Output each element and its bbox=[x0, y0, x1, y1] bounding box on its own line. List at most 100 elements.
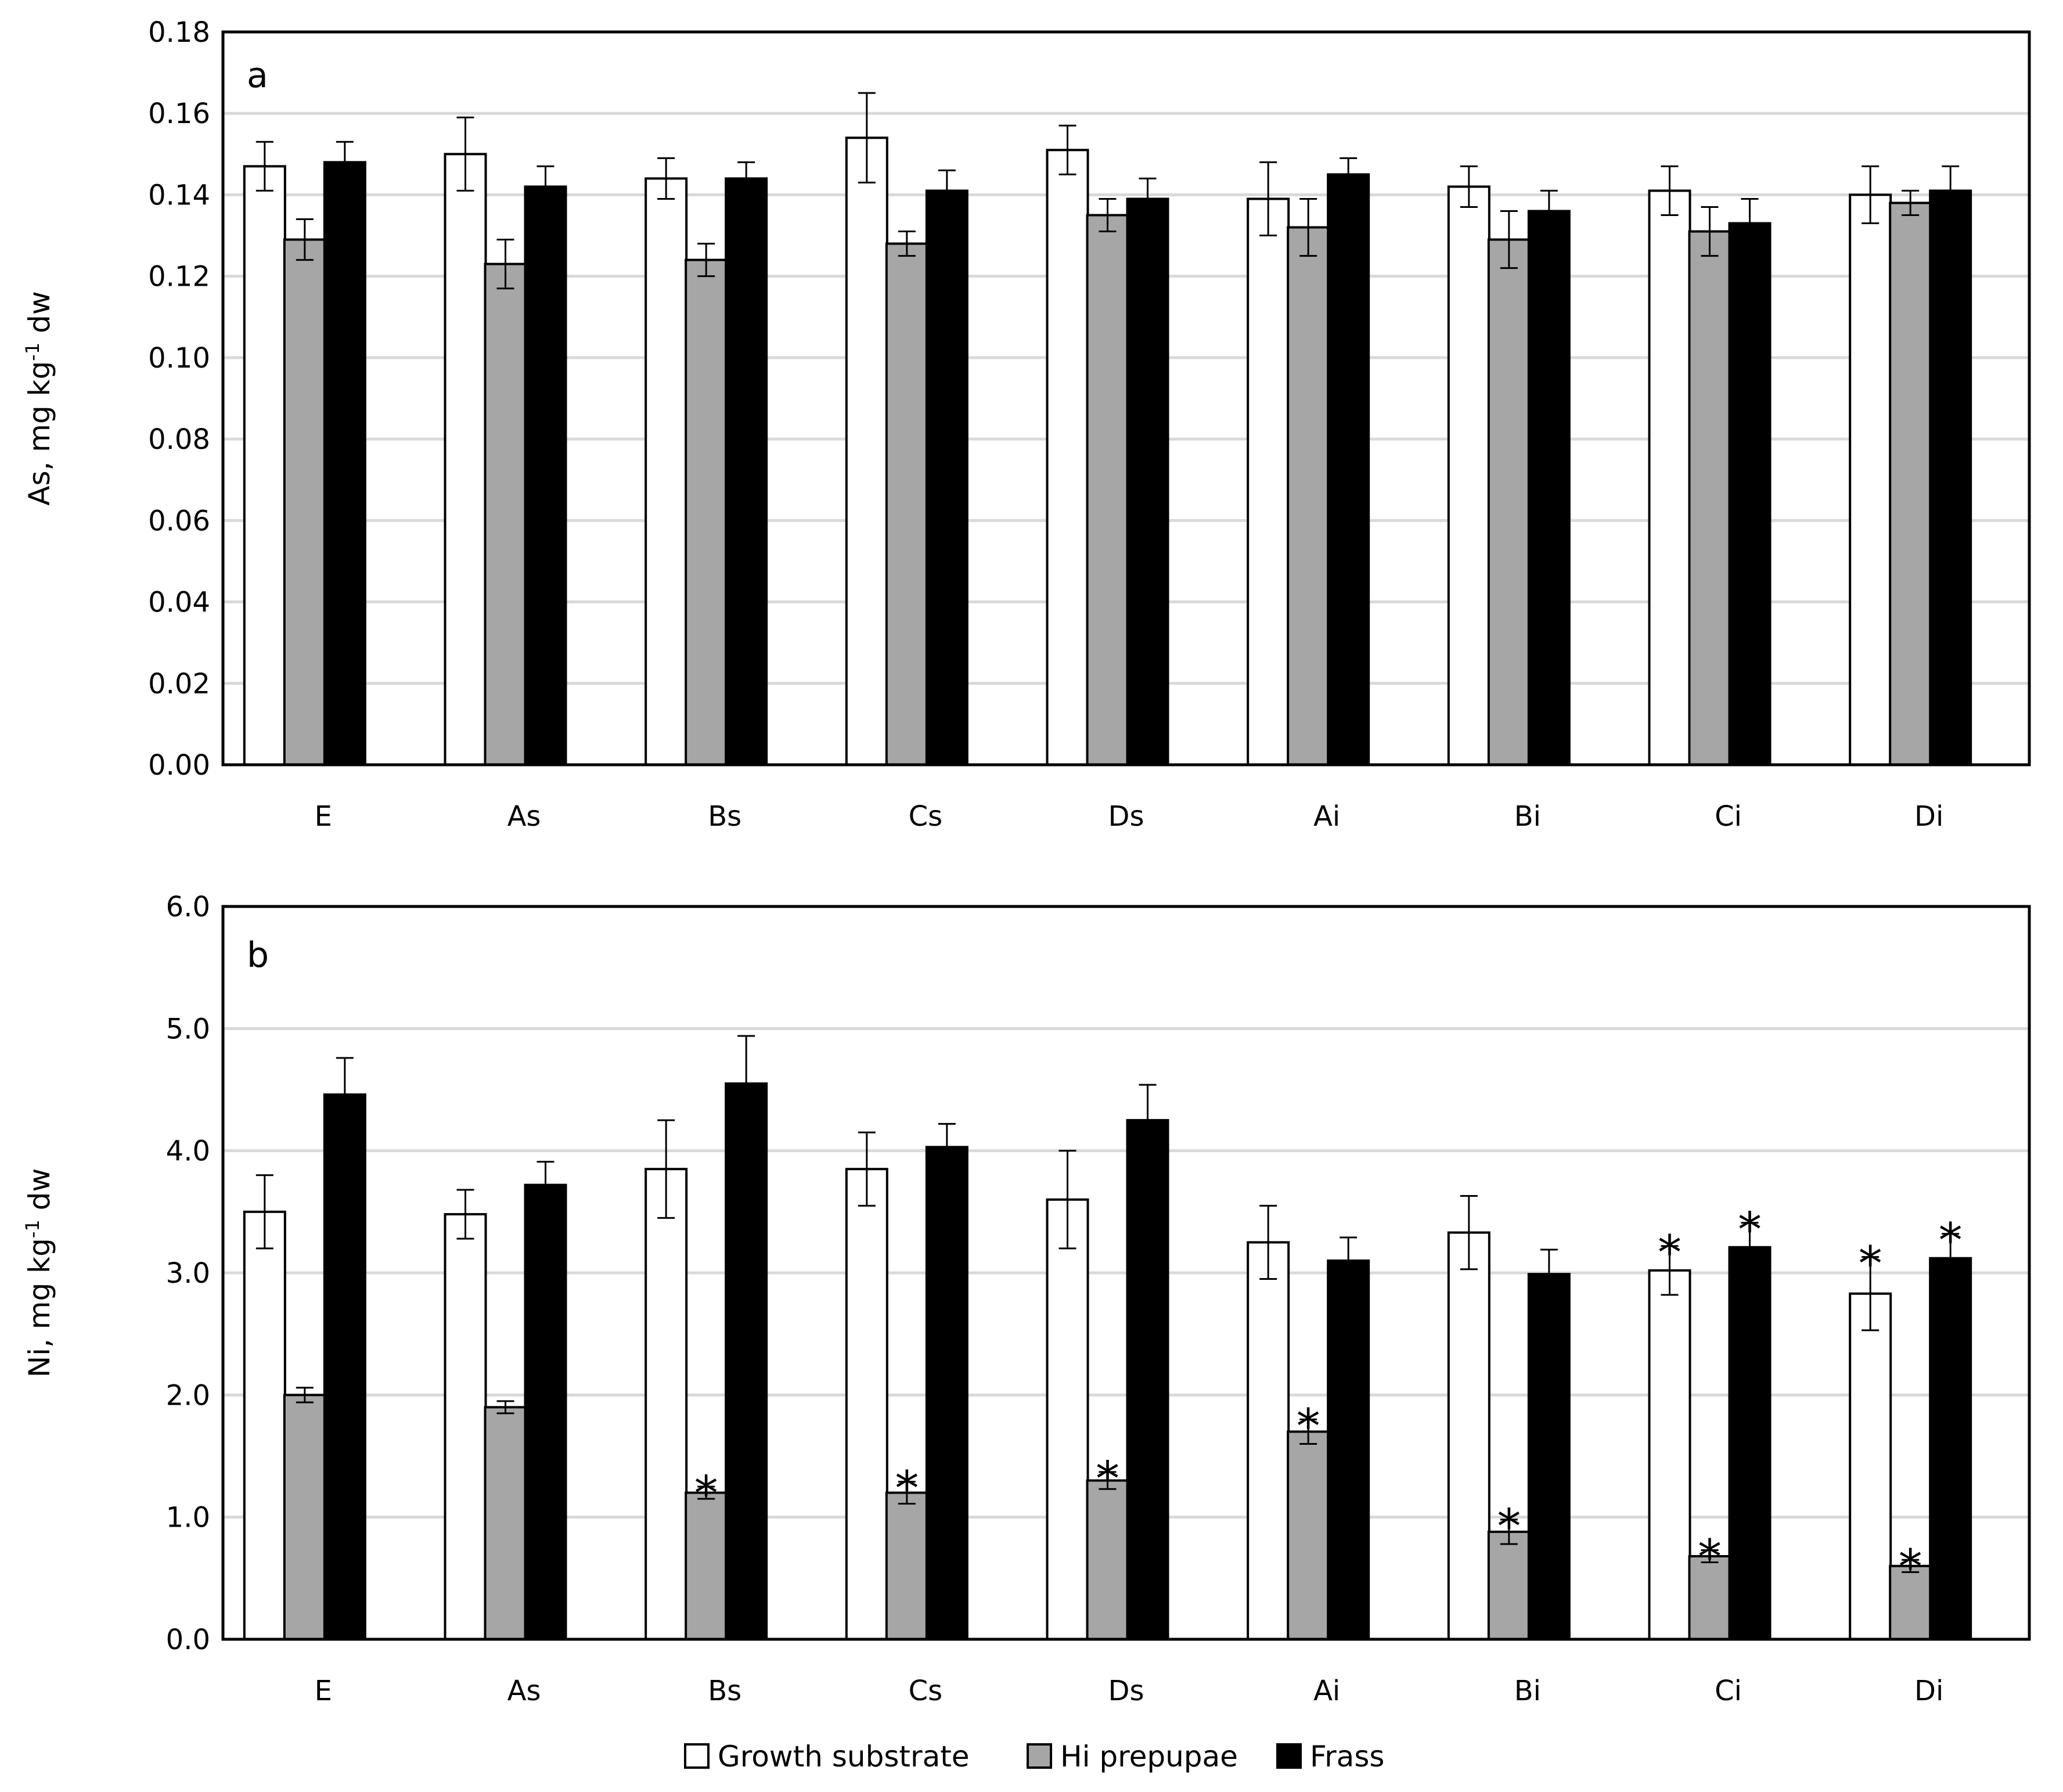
y-tick-label: 0.08 bbox=[148, 423, 210, 456]
bar-growth-substrate bbox=[243, 1210, 286, 1640]
bar-hi-prepupae bbox=[885, 242, 928, 767]
y-tick-label: 0.02 bbox=[148, 668, 210, 700]
y-tick-label: 0.10 bbox=[148, 342, 210, 375]
y-tick-label: 0.00 bbox=[148, 749, 210, 782]
y-tick-label: 0.06 bbox=[148, 505, 210, 537]
bar-frass bbox=[925, 189, 969, 766]
x-tick-label: E bbox=[315, 1675, 332, 1707]
significance-star: * bbox=[1738, 1203, 1762, 1258]
y-tick-label: 1.0 bbox=[166, 1502, 210, 1534]
bar-growth-substrate bbox=[1247, 197, 1290, 766]
bar-growth-substrate bbox=[1849, 193, 1892, 766]
x-tick-label: Ds bbox=[1108, 1675, 1144, 1707]
bar-hi-prepupae bbox=[685, 258, 728, 767]
legend-label: Frass bbox=[1310, 1740, 1384, 1773]
x-tick-label: Ai bbox=[1313, 800, 1340, 833]
bar-growth-substrate bbox=[845, 136, 888, 766]
y-tick-label: 5.0 bbox=[166, 1013, 210, 1045]
x-tick-label: Ai bbox=[1313, 1675, 1340, 1707]
bar-growth-substrate bbox=[1447, 185, 1490, 766]
panel-label: b bbox=[247, 935, 269, 976]
bar-hi-prepupae bbox=[1287, 1430, 1330, 1641]
legend: Growth substrate Hi prepupae Frass bbox=[684, 1740, 1384, 1773]
x-tick-label: Ds bbox=[1108, 800, 1144, 833]
legend-label: Growth substrate bbox=[718, 1740, 970, 1773]
bar-frass bbox=[1327, 173, 1370, 766]
x-tick-label: Bi bbox=[1514, 1675, 1541, 1707]
x-tick-label: Bs bbox=[708, 800, 741, 833]
bar-hi-prepupae bbox=[685, 1491, 728, 1641]
bar-frass bbox=[323, 1093, 366, 1640]
bar-growth-substrate bbox=[1849, 1292, 1892, 1640]
x-tick-label: As bbox=[507, 800, 541, 833]
panel-label: a bbox=[247, 55, 268, 96]
y-tick-label: 0.14 bbox=[148, 179, 210, 211]
bar-growth-substrate bbox=[1046, 149, 1089, 766]
bar-growth-substrate bbox=[845, 1168, 888, 1640]
bar-frass bbox=[1327, 1259, 1370, 1640]
significance-star: * bbox=[1899, 1539, 1922, 1595]
significance-star: * bbox=[1497, 1499, 1521, 1554]
bar-hi-prepupae bbox=[283, 1394, 326, 1640]
bar-growth-substrate bbox=[243, 165, 286, 766]
significance-star: * bbox=[1096, 1452, 1119, 1507]
y-axis-title-main: Ni, mg kg bbox=[23, 1238, 56, 1377]
bar-hi-prepupae bbox=[1487, 238, 1531, 767]
bar-growth-substrate bbox=[645, 177, 688, 766]
bar-growth-substrate bbox=[1447, 1231, 1490, 1641]
y-tick-label: 0.12 bbox=[148, 261, 210, 293]
bar-hi-prepupae bbox=[1889, 201, 1932, 766]
bar-growth-substrate bbox=[1046, 1198, 1089, 1641]
significance-star: * bbox=[1859, 1237, 1882, 1292]
y-axis-title-superscript: -1 bbox=[21, 343, 44, 361]
bar-growth-substrate bbox=[1648, 1269, 1691, 1640]
plot-frame bbox=[221, 905, 2031, 1641]
bar-growth-substrate bbox=[444, 153, 487, 766]
bar-growth-substrate bbox=[444, 1213, 487, 1641]
bar-frass bbox=[1728, 222, 1772, 766]
significance-star: * bbox=[1297, 1399, 1320, 1454]
bar-growth-substrate bbox=[645, 1168, 688, 1640]
x-tick-label: Ci bbox=[1715, 800, 1742, 833]
legend-swatch bbox=[1276, 1743, 1302, 1769]
plot-frame bbox=[221, 30, 2031, 767]
x-tick-label: Bi bbox=[1514, 800, 1541, 833]
bar-hi-prepupae bbox=[885, 1491, 928, 1641]
bar-frass bbox=[925, 1146, 969, 1640]
bar-hi-prepupae bbox=[1889, 1564, 1932, 1641]
x-tick-label: Bs bbox=[708, 1675, 741, 1707]
bar-growth-substrate bbox=[1648, 189, 1691, 766]
y-axis-title: As, mg kg-1 dw bbox=[21, 291, 56, 506]
bar-frass bbox=[1527, 210, 1571, 766]
bar-frass bbox=[1728, 1246, 1772, 1641]
legend-swatch bbox=[684, 1743, 710, 1769]
bar-frass bbox=[524, 1183, 567, 1641]
panel-b-nickel-chart: 0.0 1.0 2.0 3.0 4.0 5.0 6.0 * * * * * * * * * * * E As Bs Cs D… bbox=[21, 891, 2031, 1707]
x-tick-label: As bbox=[507, 1675, 541, 1707]
x-tick-label: Ci bbox=[1715, 1675, 1742, 1707]
y-tick-label: 2.0 bbox=[166, 1379, 210, 1412]
y-axis-title-superscript: -1 bbox=[21, 1219, 44, 1238]
legend-swatch bbox=[1027, 1743, 1052, 1769]
significance-star: * bbox=[1939, 1214, 1963, 1269]
panel-a-arsenic-chart: 0.00 0.02 0.04 0.06 0.08 0.10 0.12 0.14 0.16 0.18… bbox=[21, 16, 2031, 833]
bar-frass bbox=[323, 161, 366, 766]
bar-frass bbox=[725, 177, 768, 766]
significance-star: * bbox=[1658, 1226, 1682, 1281]
y-axis-title-main: As, mg kg bbox=[23, 361, 56, 506]
bar-hi-prepupae bbox=[484, 262, 527, 766]
bar-hi-prepupae bbox=[484, 1406, 527, 1641]
y-axis-title-unit: dw bbox=[23, 291, 56, 343]
y-tick-label: 3.0 bbox=[166, 1257, 210, 1290]
y-axis-title-unit: dw bbox=[23, 1168, 56, 1220]
bar-hi-prepupae bbox=[283, 238, 326, 767]
bar-hi-prepupae bbox=[1086, 214, 1129, 766]
y-tick-label: 0.04 bbox=[148, 586, 210, 619]
bar-frass bbox=[1527, 1273, 1571, 1640]
bar-hi-prepupae bbox=[1688, 230, 1731, 766]
y-tick-label: 0.18 bbox=[148, 16, 210, 49]
bar-growth-substrate bbox=[1247, 1241, 1290, 1641]
x-tick-label: Cs bbox=[909, 800, 943, 833]
bar-frass bbox=[1929, 189, 1972, 766]
